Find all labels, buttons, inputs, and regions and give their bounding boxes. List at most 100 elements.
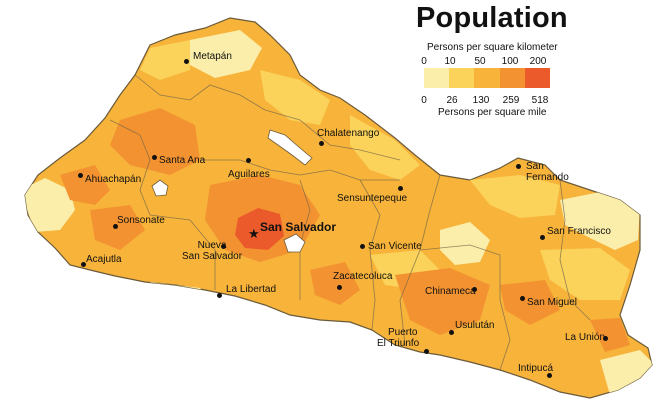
department-borders [109, 74, 591, 371]
department-border [264, 109, 401, 161]
city-label-santa-ana: Santa Ana [159, 155, 206, 166]
legend-bottom-label: Persons per square mile [438, 107, 547, 118]
city-label-acajutla: Acajutla [86, 254, 122, 265]
density-zone-low [470, 175, 560, 218]
legend-color-bar [424, 68, 551, 88]
city-label-chalatenango: Chalatenango [317, 128, 380, 139]
city-label-line: Nueva [197, 240, 227, 251]
density-zone-high [590, 318, 630, 352]
city-dot [540, 235, 545, 240]
city-label-zacatecoluca: Zacatecoluca [333, 271, 393, 282]
city-label-san-fernando: San Fernando [526, 161, 569, 183]
density-zone-highest [235, 208, 284, 250]
city-label-sensuntepeque: Sensuntepeque [337, 193, 408, 204]
legend-top-tick: 0 [421, 56, 427, 67]
legend-swatch [499, 68, 525, 88]
department-border [299, 179, 311, 300]
department-border [149, 214, 216, 290]
legend-top-label: Persons per square kilometer [427, 42, 558, 53]
city-label-line: El Triunfo [377, 338, 420, 349]
city-label-aguilares: Aguilares [228, 169, 270, 180]
city-dot [603, 336, 608, 341]
city-label-line: San Salvador [182, 251, 243, 262]
city-label-line: Fernando [526, 172, 569, 183]
city-dot [217, 293, 222, 298]
density-zone-low [140, 40, 190, 80]
city-label-sonsonate: Sonsonate [117, 215, 165, 226]
city-label-puerto-el-triunfo: Puerto El Triunfo [377, 327, 419, 349]
city-dot [81, 262, 86, 267]
department-border [399, 174, 441, 346]
city-dot [424, 349, 429, 354]
legend-swatch [449, 68, 475, 88]
department-border [134, 74, 266, 111]
city-dot [152, 155, 157, 160]
city-dot [113, 224, 118, 229]
density-zone-low [260, 70, 330, 125]
city-label-metapan: Metapán [193, 51, 232, 62]
city-dot [337, 285, 342, 290]
city-label-san-vicente: San Vicente [368, 241, 422, 252]
city-label-ahuachapan: Ahuachapán [85, 174, 142, 185]
city-dot [221, 244, 226, 249]
cerron-grande-reservoir [267, 129, 313, 166]
city-label-nueva-san-salvador: Nueva San Salvador [182, 240, 242, 262]
legend-bottom-tick: 259 [502, 95, 520, 106]
legend-bottom-tick: 518 [531, 95, 549, 106]
city-dot [319, 141, 324, 146]
legend-bottom-tick: 130 [472, 95, 490, 106]
city-dot [520, 296, 525, 301]
density-zone-high [310, 262, 360, 305]
department-border [359, 179, 381, 331]
city-dot [547, 373, 552, 378]
department-border [419, 244, 511, 371]
city-label-intipuca: Intipucá [518, 363, 554, 374]
city-dot [472, 287, 477, 292]
density-zone-low [350, 115, 420, 180]
city-dot [516, 164, 521, 169]
water-bodies [151, 129, 313, 253]
legend-bottom-tick: 0 [421, 95, 427, 106]
city-dot [360, 244, 365, 249]
city-label-line: Puerto [388, 327, 418, 338]
legend-top-tick: 100 [501, 56, 519, 67]
city-label-line: San [526, 161, 544, 172]
density-zone-very-low [440, 222, 490, 265]
city-dot [449, 330, 454, 335]
density-zone-low [540, 248, 630, 300]
density-zone-high [395, 268, 490, 335]
city-label-la-libertad: La Libertad [226, 284, 277, 295]
country-outline [24, 17, 653, 399]
city-label-la-union: La Unión [565, 332, 606, 343]
legend-bottom-tick: 26 [446, 95, 458, 106]
density-zone-very-low [560, 192, 640, 250]
city-dot [184, 59, 189, 64]
city-label-san-miguel: San Miguel [527, 297, 578, 308]
legend-swatch [524, 68, 551, 88]
density-zone-high [110, 108, 200, 175]
legend-swatch [424, 68, 450, 88]
city-dot [398, 186, 403, 191]
capital-label: San Salvador [260, 220, 337, 234]
map-title: Population [416, 2, 568, 34]
legend-top-tick: 200 [529, 56, 547, 67]
legend-top-tick: 10 [444, 56, 456, 67]
city-label-chinameca: Chinameca [425, 286, 476, 297]
density-zone-very-low [25, 178, 75, 232]
density-zone-high [500, 280, 560, 325]
legend-swatch [474, 68, 500, 88]
city-dot [78, 173, 83, 178]
density-zone-high [60, 165, 110, 205]
city-label-san-francisco: San Francisco [547, 226, 611, 237]
star-icon: ★ [248, 226, 260, 241]
lake-ilopango [283, 233, 306, 253]
city-label-usulutan: Usulután [455, 320, 495, 331]
lake-coatepeque [151, 179, 169, 197]
density-zone-very-low [190, 30, 262, 78]
legend-top-tick: 50 [474, 56, 486, 67]
department-border [559, 179, 591, 321]
city-dot [246, 158, 251, 163]
department-border [109, 119, 151, 216]
